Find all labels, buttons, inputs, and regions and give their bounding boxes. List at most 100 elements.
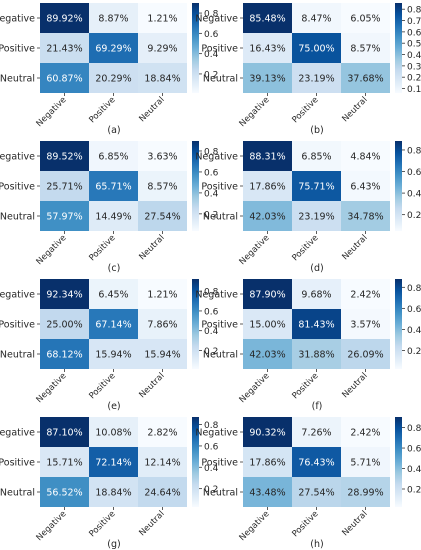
x-tick-label: Positive (87, 233, 117, 263)
heatmap-cell (89, 417, 138, 447)
cell-value-label: 18.84% (95, 488, 131, 499)
x-tick-label: Negative (35, 371, 69, 405)
cell-value-label: 90.32% (249, 428, 285, 439)
colorbar-tick-label: 0.4 (204, 50, 219, 60)
heatmap-cell (292, 33, 341, 63)
heatmap-cell (341, 309, 390, 339)
confusion-matrix-panel: 89.92% 8.87% 1.21% 21.43% 69.29% 9.29% 60.87% 2… (0, 3, 219, 136)
cell-value-label: 18.84% (144, 74, 180, 85)
heatmap-cell (243, 309, 292, 339)
colorbar-tick-label: 0.2 (407, 347, 421, 357)
y-tick-label: Neutral (0, 212, 35, 223)
y-tick-label: Positive (0, 458, 35, 469)
cell-value-label: 81.43% (298, 320, 334, 331)
x-tick-label: Positive (87, 95, 117, 125)
cell-value-label: 39.13% (249, 74, 285, 85)
heatmap-cell (341, 279, 390, 309)
colorbar-tick-label: 0.5 (407, 40, 421, 50)
y-tick-label: Positive (0, 320, 35, 331)
cell-value-label: 1.21% (147, 290, 177, 301)
panel-caption: (c) (108, 263, 121, 274)
confusion-matrix-panel: 92.34% 6.45% 1.21% 25.00% 67.14% 7.86% 68.12% 1… (0, 279, 219, 412)
heatmap-cell (40, 63, 89, 93)
colorbar-tick-label: 0.3 (407, 62, 421, 72)
heatmap-cell (292, 3, 341, 33)
x-tick-label: Negative (238, 95, 272, 129)
heatmap-cell (243, 447, 292, 477)
confusion-matrix-panel: 89.52% 6.85% 3.63% 25.71% 65.71% 8.57% 57.97% 1… (0, 141, 219, 274)
heatmap-cell (40, 447, 89, 477)
heatmap-cell (40, 339, 89, 369)
cell-value-label: 57.97% (46, 212, 82, 223)
x-tick-label: Positive (87, 509, 117, 539)
cell-value-label: 31.88% (298, 350, 334, 361)
cell-value-label: 37.68% (347, 74, 383, 85)
heatmap-cell (341, 141, 390, 171)
colorbar-tick-label: 0.4 (204, 464, 219, 474)
heatmap-cell (89, 3, 138, 33)
cell-value-label: 5.71% (350, 458, 380, 469)
cell-value-label: 15.94% (144, 350, 180, 361)
heatmap-cell (292, 477, 341, 507)
cell-value-label: 88.31% (249, 152, 285, 163)
cell-value-label: 92.34% (46, 290, 82, 301)
cell-value-label: 15.71% (46, 458, 82, 469)
heatmap-cell (138, 417, 187, 447)
confusion-matrix-panel: 88.31% 6.85% 4.84% 17.86% 75.71% 6.43% 42.03% 2… (195, 141, 421, 274)
heatmap-cell (243, 201, 292, 231)
heatmap-cell (138, 339, 187, 369)
x-tick-label: Negative (238, 509, 272, 543)
colorbar-tick-label: 0.8 (407, 146, 421, 156)
cell-value-label: 8.47% (301, 14, 331, 25)
cell-value-label: 23.19% (298, 74, 334, 85)
colorbar (395, 279, 402, 369)
heatmap-cell (243, 141, 292, 171)
heatmap-cell (89, 477, 138, 507)
panel-caption: (f) (312, 401, 323, 412)
colorbar-tick-label: 0.8 (204, 10, 219, 20)
y-tick-label: Neutral (0, 350, 35, 361)
cell-value-label: 6.85% (301, 152, 331, 163)
cell-value-label: 60.87% (46, 74, 82, 85)
cell-value-label: 3.57% (350, 320, 380, 331)
cell-value-label: 56.52% (46, 488, 82, 499)
cell-value-label: 26.09% (347, 350, 383, 361)
heatmap-cell (40, 309, 89, 339)
x-tick-label: Neutral (137, 95, 166, 124)
heatmap-cell (138, 309, 187, 339)
cell-value-label: 76.43% (298, 458, 334, 469)
cell-value-label: 27.54% (298, 488, 334, 499)
y-tick-label: Neutral (203, 212, 238, 223)
heatmap-cell (40, 171, 89, 201)
heatmap-cell (89, 33, 138, 63)
cell-value-label: 21.43% (46, 44, 82, 55)
heatmap-cell (292, 171, 341, 201)
cell-value-label: 12.14% (144, 458, 180, 469)
colorbar-tick-label: 0.6 (204, 442, 219, 452)
cell-value-label: 6.85% (98, 152, 128, 163)
heatmap-cell (243, 3, 292, 33)
cell-value-label: 69.29% (95, 44, 131, 55)
y-tick-label: Positive (0, 44, 35, 55)
cell-value-label: 25.71% (46, 182, 82, 193)
colorbar (395, 141, 402, 231)
y-tick-label: Neutral (0, 74, 35, 85)
x-tick-label: Positive (290, 233, 320, 263)
y-tick-label: Negative (0, 152, 35, 163)
colorbar (395, 3, 402, 93)
heatmap-cell (292, 201, 341, 231)
x-tick-label: Positive (290, 509, 320, 539)
cell-value-label: 72.14% (95, 458, 131, 469)
colorbar-tick-label: 0.2 (204, 210, 218, 220)
x-tick-label: Neutral (340, 509, 369, 538)
colorbar-tick-label: 0.6 (204, 168, 219, 178)
heatmap-cell (341, 339, 390, 369)
heatmap-cell (243, 339, 292, 369)
y-tick-label: Neutral (203, 74, 238, 85)
heatmap-cell (138, 171, 187, 201)
colorbar-tick-label: 0.7 (407, 17, 421, 27)
colorbar-tick-label: 0.6 (407, 168, 421, 178)
colorbar (192, 417, 199, 507)
heatmap-cell (138, 3, 187, 33)
y-tick-label: Positive (201, 320, 238, 331)
